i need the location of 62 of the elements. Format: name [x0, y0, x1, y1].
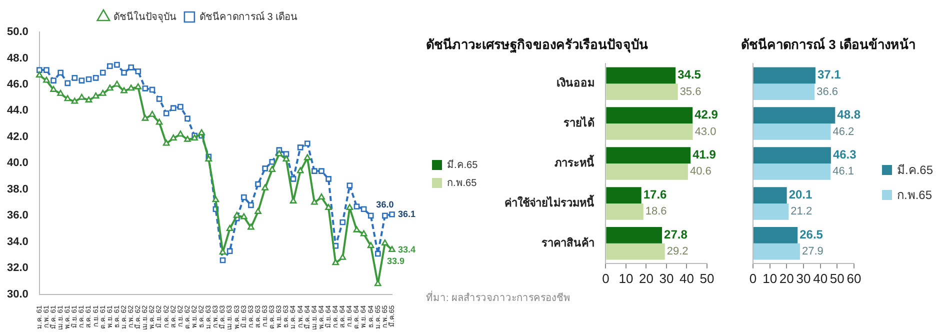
- data-label: 40.6: [690, 166, 712, 178]
- data-label: 29.2: [666, 246, 688, 258]
- text: ที่มา: ผลสำรวจภาวะการครองชีพ: [425, 290, 572, 305]
- data-label: 43.0: [694, 126, 716, 138]
- y-tick-label: 32.0: [6, 262, 28, 274]
- chart-title: ดัชนีภาวะเศรษฐกิจของครัวเรือนปัจจุบัน: [425, 36, 649, 54]
- y-tick-label: 44.0: [6, 104, 28, 117]
- legend-label: ก.พ.65: [447, 178, 478, 189]
- x-tick-label: 40: [813, 270, 828, 286]
- x-tick-label: 10: [618, 270, 634, 286]
- y-tick-label: 34.0: [6, 236, 28, 248]
- legend-label: มี.ค.65: [897, 162, 934, 179]
- chart-title: ดัชนีคาดการณ์ 3 เดือนข้างหน้า: [740, 36, 916, 54]
- data-label: 17.6: [643, 188, 668, 202]
- data-label: 37.1: [817, 68, 842, 82]
- data-label: 26.5: [800, 228, 824, 242]
- data-label: 48.8: [837, 108, 861, 122]
- data-label: 27.8: [664, 228, 688, 242]
- x-tick-label: 20: [638, 270, 654, 286]
- y-tick-label: ภาระหนี้: [554, 154, 595, 170]
- data-label: 36.6: [816, 86, 838, 98]
- x-tick-label: 50: [700, 270, 714, 286]
- x-tick-label: 10: [762, 270, 778, 286]
- data-label: 46.2: [832, 126, 854, 138]
- data-label: 33.4: [398, 244, 416, 254]
- y-tick-label: 42.0: [6, 130, 28, 143]
- x-tick-label: 50: [830, 270, 844, 286]
- x-tick-label: 0: [602, 270, 610, 286]
- y-tick-label: 48.0: [6, 52, 28, 64]
- data-label: 18.6: [645, 206, 667, 218]
- x-tick-label: 0: [749, 270, 757, 286]
- data-label: 33.9: [386, 256, 404, 266]
- data-label: 34.5: [678, 68, 702, 82]
- y-tick-label: รายได้: [564, 116, 595, 130]
- y-tick-label: 30.0: [6, 288, 28, 300]
- y-tick-label: เงินออม: [556, 76, 595, 90]
- x-tick-label: 30: [659, 270, 674, 286]
- data-label: 27.9: [802, 246, 824, 258]
- x-tick-label: 20: [779, 270, 794, 286]
- y-tick-label: 46.0: [6, 78, 28, 91]
- x-tick-label: 40: [680, 270, 694, 286]
- x-tick-label: 30: [796, 270, 811, 286]
- data-label: 35.6: [680, 86, 702, 98]
- legend-label: ดัชนีในปัจจุบัน: [113, 10, 176, 23]
- data-label: 42.9: [694, 108, 718, 122]
- data-label: 46.1: [832, 166, 854, 178]
- y-tick-label: 50.0: [6, 26, 28, 38]
- legend-label: มี.ค.65: [447, 158, 478, 171]
- x-tick-label: 60: [846, 270, 862, 286]
- legend-label: ดัชนีคาดการณ์ 3 เดือน: [199, 10, 298, 23]
- data-label: 20.1: [788, 188, 813, 202]
- data-label: 36.1: [398, 208, 416, 219]
- data-label: 46.3: [832, 148, 857, 162]
- y-tick-label: 38.0: [6, 183, 28, 196]
- y-tick-label: 40.0: [6, 157, 28, 170]
- legend-label: ก.พ.65: [897, 187, 932, 204]
- y-tick-label: 36.0: [6, 210, 28, 222]
- y-tick-label: ค่าใช้จ่ายไม่รวมหนี้: [504, 194, 595, 210]
- data-label: 36.0: [376, 200, 394, 210]
- data-label: 21.2: [790, 206, 812, 218]
- y-tick-label: ราคาสินค้า: [542, 236, 595, 250]
- data-label: 41.9: [692, 148, 716, 162]
